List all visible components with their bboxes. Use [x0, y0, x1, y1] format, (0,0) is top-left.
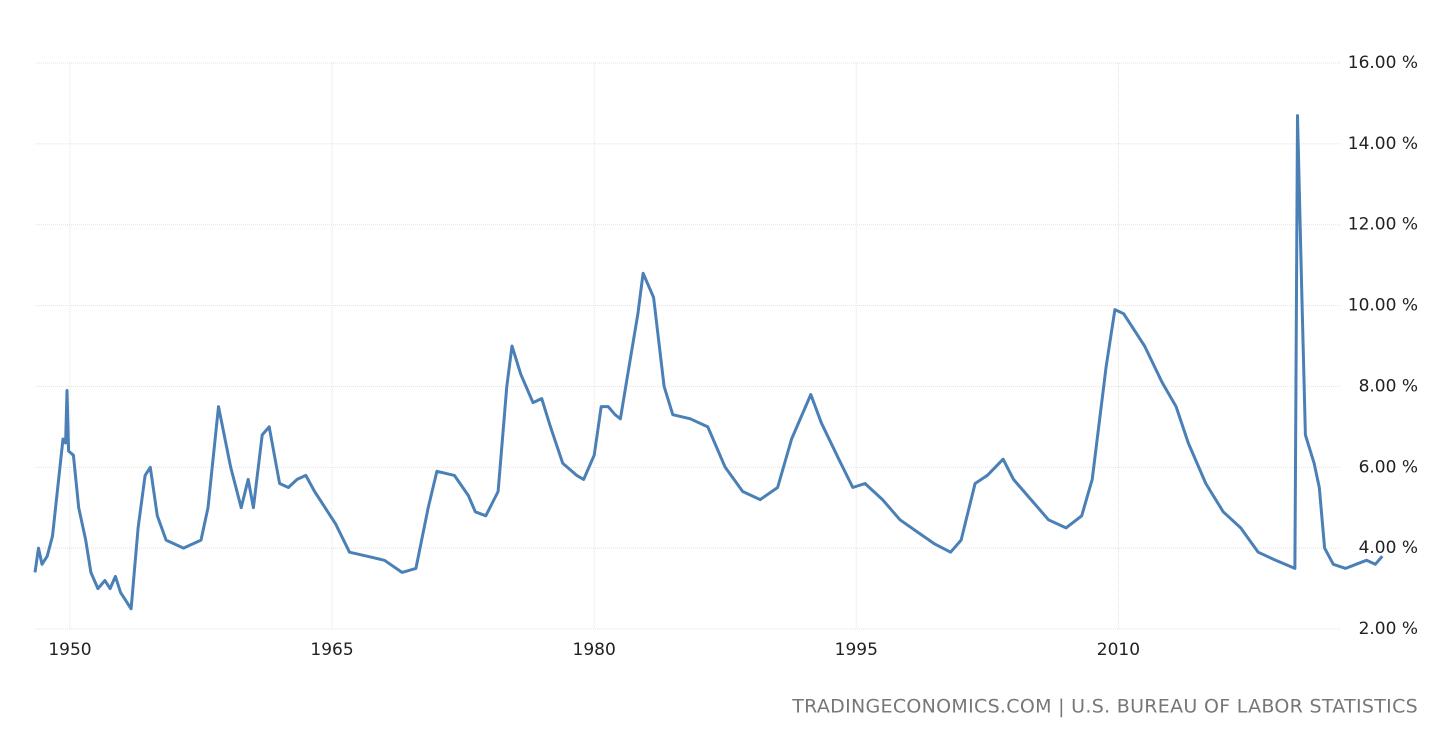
y-tick-label: 12.00 %: [1348, 215, 1418, 235]
x-tick-label: 1980: [573, 640, 616, 660]
y-tick-label: 2.00 %: [1359, 619, 1418, 639]
source: TRADINGECONOMICS.COM | U.S. BUREAU OF LA…: [791, 696, 1418, 718]
y-tick-label: 4.00 %: [1359, 538, 1418, 558]
y-tick-label: 14.00 %: [1348, 134, 1418, 154]
line: [33, 114, 1384, 611]
y-tick-label: 6.00 %: [1359, 457, 1418, 477]
y-tick-label: 8.00 %: [1359, 376, 1418, 396]
y-tick-label: 16.00 %: [1348, 53, 1418, 73]
x-tick-label: 1965: [310, 640, 353, 660]
y-tick-label: 10.00 %: [1348, 296, 1418, 316]
x-tick-label: 2010: [1097, 640, 1140, 660]
x-tick-label: 1995: [835, 640, 878, 660]
x-tick-label: 1950: [48, 640, 91, 660]
